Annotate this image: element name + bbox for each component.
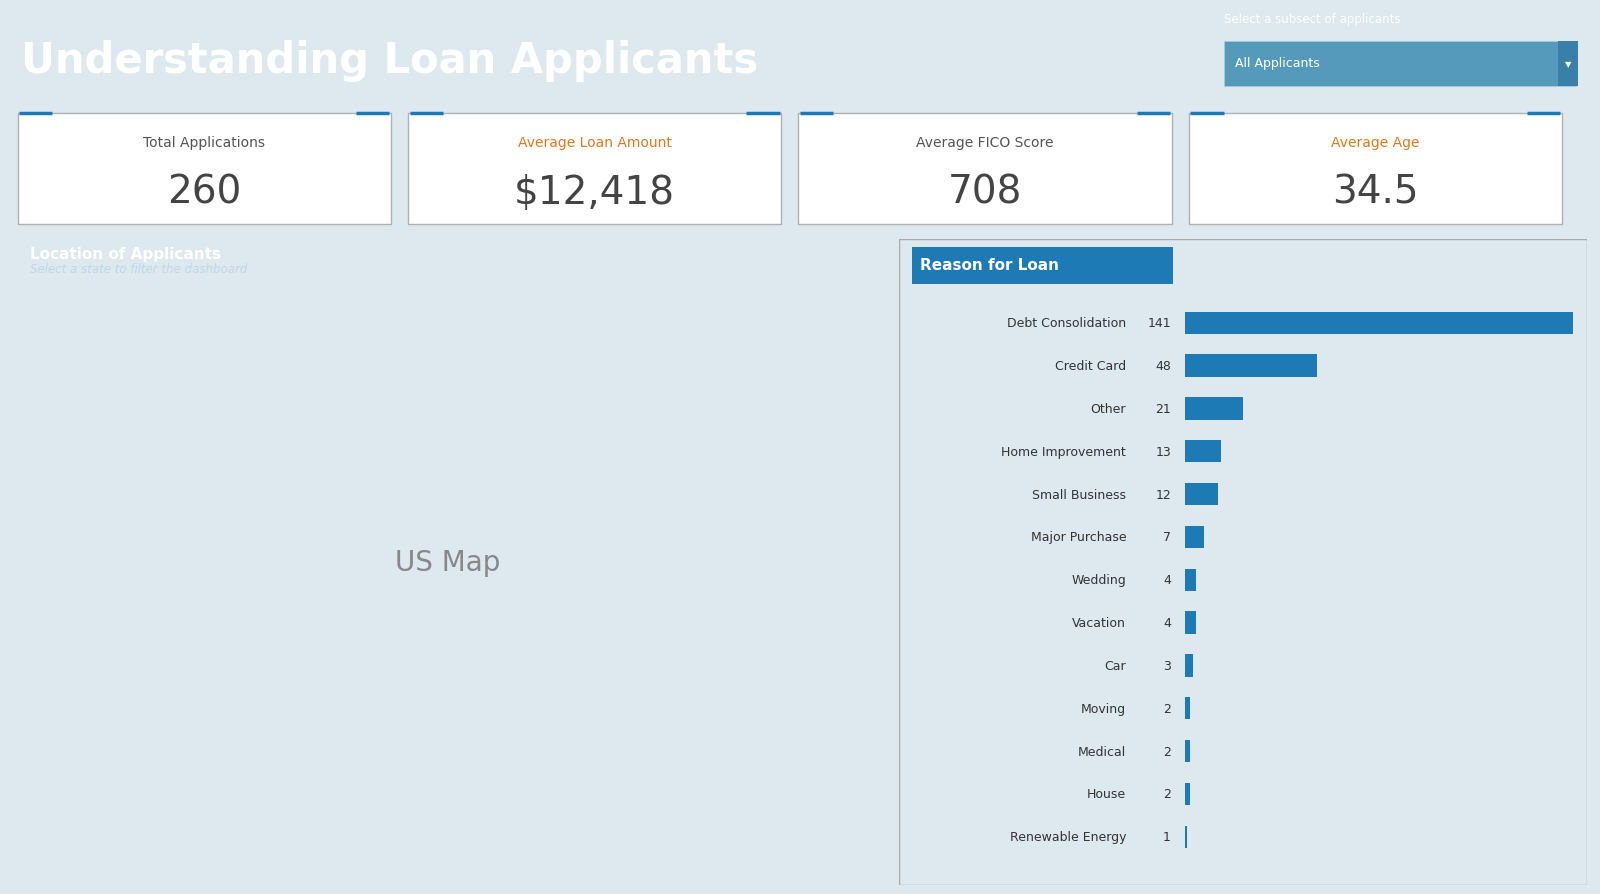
Text: US Map: US Map — [395, 548, 499, 577]
Text: Medical: Medical — [1078, 745, 1126, 758]
Text: Car: Car — [1104, 659, 1126, 672]
Text: $12,418: $12,418 — [514, 173, 675, 212]
FancyBboxPatch shape — [1184, 826, 1187, 848]
Text: Other: Other — [1091, 402, 1126, 416]
Text: 4: 4 — [1163, 574, 1171, 586]
FancyBboxPatch shape — [408, 114, 781, 224]
Text: 1: 1 — [1163, 831, 1171, 843]
Text: Select a state to filter the dashboard: Select a state to filter the dashboard — [30, 262, 248, 275]
FancyBboxPatch shape — [1184, 783, 1190, 805]
FancyBboxPatch shape — [1224, 42, 1576, 87]
Text: 3: 3 — [1163, 659, 1171, 672]
FancyBboxPatch shape — [1184, 569, 1195, 591]
FancyBboxPatch shape — [1184, 484, 1218, 506]
Text: Select a subsect of applicants: Select a subsect of applicants — [1224, 13, 1400, 26]
FancyBboxPatch shape — [1184, 654, 1194, 677]
Text: All Applicants: All Applicants — [1235, 57, 1320, 71]
Text: 48: 48 — [1155, 359, 1171, 373]
Text: 2: 2 — [1163, 788, 1171, 800]
Text: 708: 708 — [947, 173, 1022, 212]
Text: 2: 2 — [1163, 745, 1171, 758]
Text: Average FICO Score: Average FICO Score — [917, 136, 1054, 150]
Text: 13: 13 — [1155, 445, 1171, 459]
Text: Total Applications: Total Applications — [142, 136, 266, 150]
Text: Understanding Loan Applicants: Understanding Loan Applicants — [21, 40, 758, 82]
FancyBboxPatch shape — [1184, 312, 1573, 334]
FancyBboxPatch shape — [1184, 740, 1190, 763]
FancyBboxPatch shape — [1558, 42, 1578, 87]
Text: 2: 2 — [1163, 702, 1171, 715]
Text: Vacation: Vacation — [1072, 616, 1126, 629]
FancyBboxPatch shape — [1184, 355, 1317, 377]
Text: 260: 260 — [166, 173, 242, 212]
FancyBboxPatch shape — [912, 248, 1173, 285]
FancyBboxPatch shape — [1184, 527, 1205, 548]
Text: Moving: Moving — [1082, 702, 1126, 715]
Text: 7: 7 — [1163, 531, 1171, 544]
Text: 141: 141 — [1147, 316, 1171, 330]
FancyBboxPatch shape — [18, 114, 390, 224]
Text: 21: 21 — [1155, 402, 1171, 416]
FancyBboxPatch shape — [1184, 697, 1190, 720]
Text: Location of Applicants: Location of Applicants — [30, 247, 221, 262]
Text: ▼: ▼ — [1565, 60, 1571, 69]
FancyBboxPatch shape — [1184, 398, 1243, 420]
Text: Credit Card: Credit Card — [1054, 359, 1126, 373]
FancyBboxPatch shape — [1184, 611, 1195, 634]
Text: 4: 4 — [1163, 616, 1171, 629]
FancyBboxPatch shape — [1189, 114, 1562, 224]
FancyBboxPatch shape — [1184, 441, 1221, 463]
Text: Debt Consolidation: Debt Consolidation — [1006, 316, 1126, 330]
Text: Major Purchase: Major Purchase — [1030, 531, 1126, 544]
Text: Reason for Loan: Reason for Loan — [920, 258, 1059, 273]
Text: 12: 12 — [1155, 488, 1171, 501]
Text: 34.5: 34.5 — [1333, 173, 1419, 212]
Text: Wedding: Wedding — [1072, 574, 1126, 586]
FancyBboxPatch shape — [798, 114, 1171, 224]
Text: House: House — [1086, 788, 1126, 800]
Text: Renewable Energy: Renewable Energy — [1010, 831, 1126, 843]
Text: Small Business: Small Business — [1032, 488, 1126, 501]
Text: Average Loan Amount: Average Loan Amount — [518, 136, 672, 150]
Text: Home Improvement: Home Improvement — [1002, 445, 1126, 459]
Text: Average Age: Average Age — [1331, 136, 1419, 150]
